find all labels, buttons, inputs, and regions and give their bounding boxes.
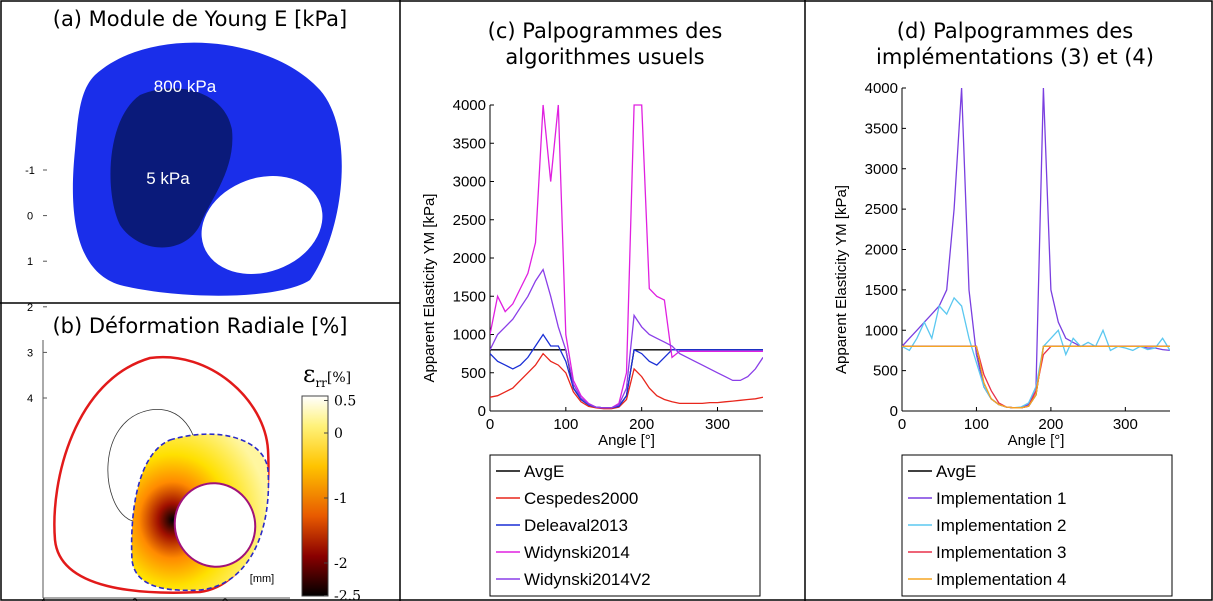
x-tick-label: 200 xyxy=(1038,416,1063,433)
colorbar-tick-label: -2.5 xyxy=(334,589,361,601)
legend-label: Implementation 2 xyxy=(936,516,1066,535)
chart-title: (c) Palpogrammes des algorithmes usuels xyxy=(487,19,723,69)
x-tick-label: 100 xyxy=(964,416,989,433)
series-line xyxy=(490,333,763,409)
legend-label: AvgE xyxy=(524,462,564,481)
chart-title: (d) Palpogrammes des implémentations (3)… xyxy=(875,19,1154,69)
y-axis-label: Apparent Elasticity YM [kPa] xyxy=(421,194,438,383)
x-tick-label: 300 xyxy=(705,416,730,433)
x-tick-label: 0 xyxy=(222,597,228,601)
colorbar-tick-label: -2 xyxy=(334,556,348,572)
colorbar-label: εrr[%] xyxy=(303,360,351,390)
panel-title: (a) Module de Young E [kPa] xyxy=(52,7,348,31)
y-tick-label: 1000 xyxy=(453,327,486,344)
colorbar xyxy=(301,395,329,597)
lumen xyxy=(173,482,257,568)
y-tick-label: 500 xyxy=(461,365,486,382)
series-line xyxy=(490,104,763,409)
legend-box xyxy=(489,454,761,597)
panel-title: (b) Déformation Radiale [%] xyxy=(52,314,348,338)
outer-contour xyxy=(53,355,270,594)
colorbar-subscript: rr xyxy=(315,376,327,390)
y-tick-label: 4000 xyxy=(865,80,898,97)
y-tick-label: 1500 xyxy=(865,282,898,299)
x-tick-label: -2 xyxy=(128,597,138,601)
series-line xyxy=(490,352,763,410)
unit-label: [mm] xyxy=(250,573,274,585)
y-tick-label: 2500 xyxy=(865,201,898,218)
y-tick-label: 3 xyxy=(27,347,33,359)
y-tick-label: 1500 xyxy=(453,288,486,305)
y-tick-label: 500 xyxy=(873,363,898,380)
y-tick-label: 2500 xyxy=(453,212,486,229)
x-tick-label: -4 xyxy=(36,597,46,601)
series-line xyxy=(490,267,763,409)
colorbar-tick-label: 0.5 xyxy=(334,394,356,410)
y-tick-label: 3000 xyxy=(453,174,486,191)
legend-label: Widynski2014V2 xyxy=(524,570,651,589)
y-tick-label: -1 xyxy=(25,165,35,177)
y-tick-label: 0 xyxy=(890,403,898,420)
x-axis-label: Angle [°] xyxy=(598,432,655,449)
x-tick-label: 100 xyxy=(553,416,578,433)
y-tick-label: 1000 xyxy=(865,322,898,339)
outer-label: 800 kPa xyxy=(154,77,217,96)
y-tick-label: 3500 xyxy=(453,135,486,152)
x-tick-label: 0 xyxy=(898,416,906,433)
y-tick-label: 3500 xyxy=(865,120,898,137)
inner-label: 5 kPa xyxy=(146,169,190,188)
y-axis-label: Apparent Elasticity YM [kPa] xyxy=(833,185,850,374)
y-tick-label: 1 xyxy=(27,256,33,268)
y-tick-label: 2000 xyxy=(865,242,898,259)
legend-label: Implementation 1 xyxy=(936,489,1066,508)
series-line xyxy=(902,296,1170,409)
y-tick-label: 2000 xyxy=(453,250,486,267)
x-axis-label: Angle [°] xyxy=(1008,432,1065,449)
inclusion xyxy=(110,88,233,248)
y-tick-label: 0 xyxy=(478,403,486,420)
legend-label: Implementation 3 xyxy=(936,543,1066,562)
colorbar-unit: [%] xyxy=(327,370,351,386)
y-tick-label: 2 xyxy=(27,302,33,314)
x-tick-label: 200 xyxy=(629,416,654,433)
colorbar-tick-label: -1 xyxy=(334,491,348,507)
colorbar-symbol: ε xyxy=(303,360,315,388)
legend-label: AvgE xyxy=(936,462,976,481)
y-tick-label: 4 xyxy=(27,393,33,405)
legend-box xyxy=(901,454,1173,597)
colorbar-tick-label: 0 xyxy=(334,426,343,442)
legend-label: Implementation 4 xyxy=(936,570,1066,589)
lumen xyxy=(201,176,323,274)
series-line xyxy=(902,87,1170,409)
legend-label: Deleaval2013 xyxy=(524,516,628,535)
series-line xyxy=(902,345,1170,409)
legend-label: Widynski2014 xyxy=(524,543,630,562)
x-tick-label: 0 xyxy=(486,416,494,433)
y-tick-label: 0 xyxy=(27,211,33,223)
x-tick-label: 300 xyxy=(1113,416,1138,433)
y-tick-label: 3000 xyxy=(865,161,898,178)
y-tick-label: 4000 xyxy=(453,97,486,114)
legend-label: Cespedes2000 xyxy=(524,489,638,508)
